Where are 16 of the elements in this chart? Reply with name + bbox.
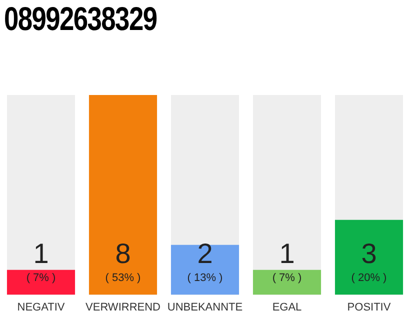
- x-tick-label: POSITIV: [347, 301, 392, 314]
- annotation: ( 7% ): [272, 272, 302, 284]
- data-label: 1: [279, 238, 295, 269]
- annotation: ( 20% ): [351, 272, 387, 284]
- x-tick-label: EGAL: [272, 301, 302, 314]
- chart-title: 08992638329: [4, 0, 157, 38]
- annotation: ( 7% ): [26, 272, 56, 284]
- data-label: 8: [115, 238, 131, 269]
- x-tick-label: UNBEKANNTE: [167, 301, 243, 314]
- annotation: ( 53% ): [105, 272, 141, 284]
- x-tick-label: NEGATIV: [17, 301, 66, 314]
- x-tick-label: VERWIRREND: [86, 301, 161, 314]
- data-label: 2: [197, 238, 213, 269]
- annotation: ( 13% ): [187, 272, 223, 284]
- data-label: 3: [361, 238, 377, 269]
- data-label: 1: [33, 238, 49, 269]
